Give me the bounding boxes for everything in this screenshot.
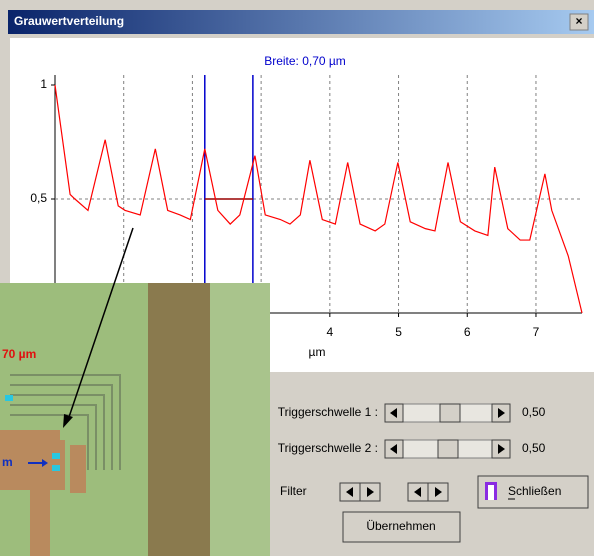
- photo: 70 µm m: [0, 283, 270, 556]
- apply-button-label[interactable]: Übernehmen: [366, 519, 435, 533]
- x-tick-label: 6: [464, 325, 471, 339]
- threshold1-value: 0,50: [522, 405, 546, 419]
- threshold2-value: 0,50: [522, 441, 546, 455]
- x-tick-label: 5: [395, 325, 402, 339]
- x-axis-label: µm: [309, 345, 326, 359]
- filter-label: Filter: [280, 484, 307, 498]
- scrollbar[interactable]: [385, 404, 510, 422]
- screen: Grauwertverteilung × Breite: 0,70 µm µm 0,…: [0, 0, 594, 556]
- door-icon: [485, 482, 497, 500]
- threshold2-label: Triggerschwelle 2 :: [278, 441, 378, 455]
- threshold1-label: Triggerschwelle 1 :: [278, 405, 378, 419]
- x-tick-label: 7: [533, 325, 540, 339]
- scrollbar[interactable]: [385, 440, 510, 458]
- close-button-label[interactable]: Schließen: [508, 484, 561, 498]
- window-title: Grauwertverteilung: [14, 14, 124, 28]
- y-tick-label: 0,5: [30, 191, 47, 205]
- close-x[interactable]: ×: [575, 14, 582, 28]
- chart-title: Breite: 0,70 µm: [264, 54, 346, 68]
- photo-label: m: [2, 455, 13, 469]
- photo-label: 70 µm: [2, 347, 36, 361]
- x-tick-label: 4: [326, 325, 333, 339]
- y-tick-label: 1: [40, 77, 47, 91]
